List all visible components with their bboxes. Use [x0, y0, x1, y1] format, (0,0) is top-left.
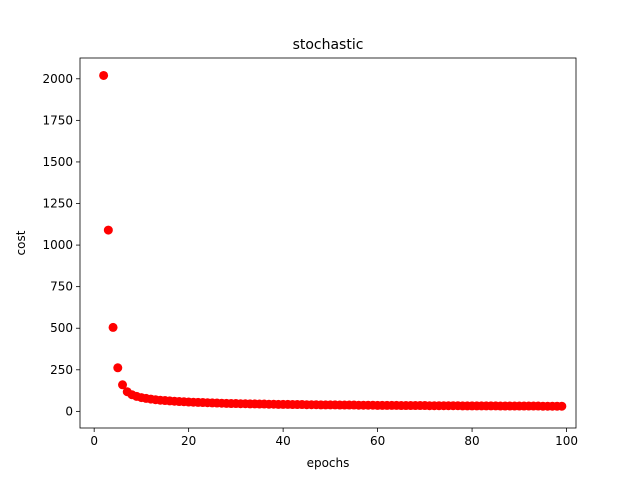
data-point: [557, 401, 567, 411]
y-tick-label: 1500: [42, 155, 73, 169]
data-point: [118, 380, 128, 390]
data-points: [99, 70, 567, 411]
y-tick-label: 250: [50, 363, 73, 377]
x-tick-label: 80: [464, 434, 479, 448]
y-tick-label: 1250: [42, 197, 73, 211]
data-point: [103, 225, 113, 235]
data-point: [108, 322, 118, 332]
y-tick-label: 750: [50, 280, 73, 294]
x-axis-label: epochs: [307, 456, 350, 470]
x-tick-label: 20: [181, 434, 196, 448]
chart-title: stochastic: [293, 37, 364, 53]
x-tick-label: 0: [90, 434, 98, 448]
plot-frame: [79, 57, 577, 429]
data-point: [113, 363, 123, 373]
data-point: [99, 70, 109, 80]
y-tick-label: 2000: [42, 72, 73, 86]
x-tick-label: 40: [275, 434, 290, 448]
y-axis-label: cost: [14, 230, 28, 255]
y-tick-label: 1000: [42, 238, 73, 252]
y-tick-label: 1750: [42, 113, 73, 127]
x-axis-ticks: 0 20 40 60 80 100: [90, 428, 578, 448]
x-tick-label: 100: [555, 434, 578, 448]
x-tick-label: 60: [370, 434, 385, 448]
y-tick-label: 500: [50, 321, 73, 335]
y-axis-ticks: 0 250 500 750 1000 1250 1500 1750 2000: [42, 72, 80, 418]
y-tick-label: 0: [65, 404, 73, 418]
